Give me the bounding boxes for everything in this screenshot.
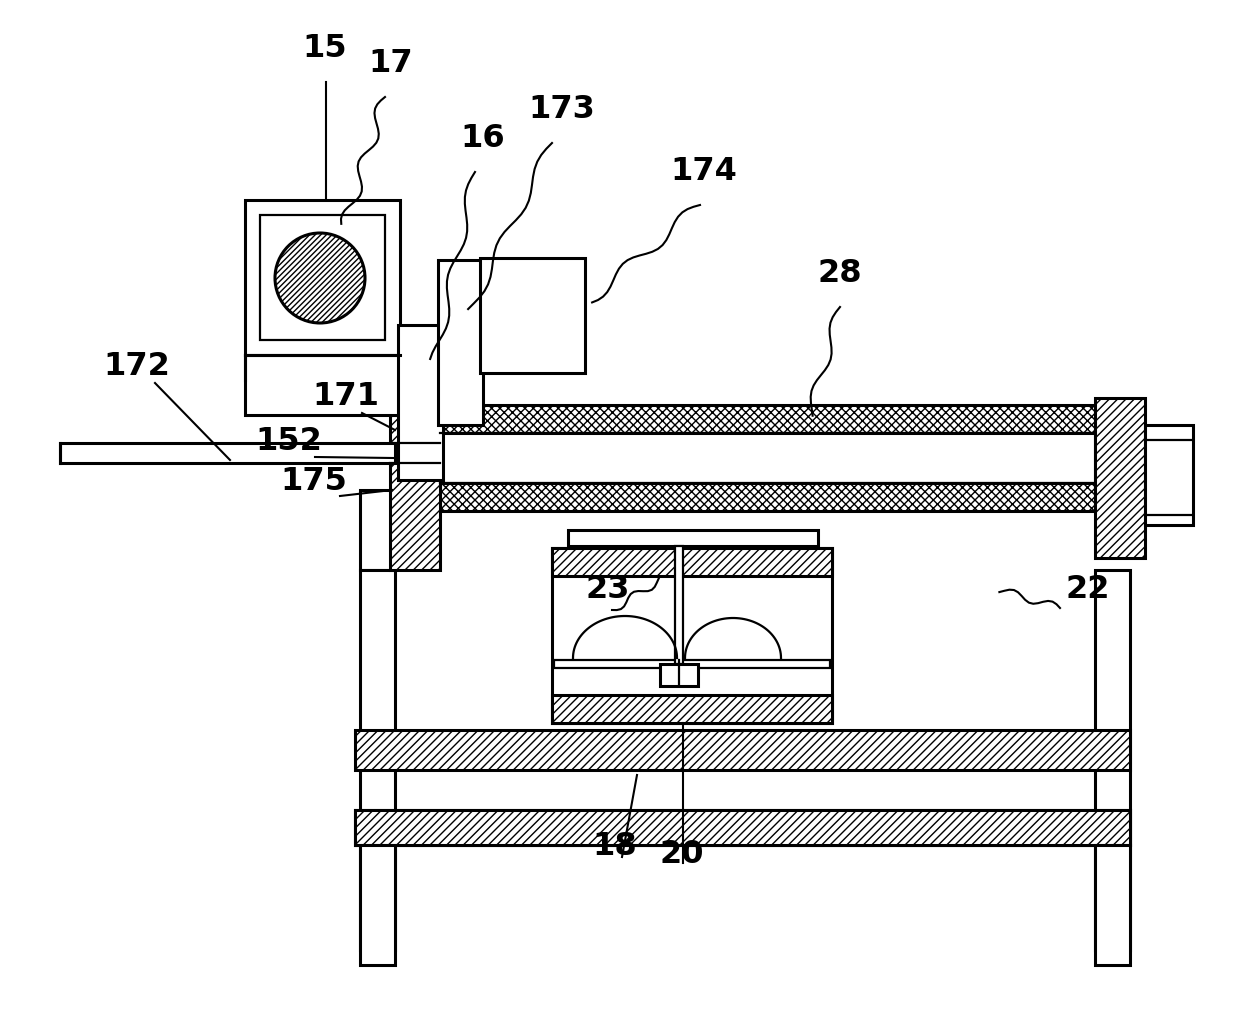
Bar: [480, 258, 585, 373]
Bar: [660, 664, 698, 686]
Text: 28: 28: [818, 258, 863, 289]
Circle shape: [275, 233, 365, 323]
Bar: [1095, 845, 1130, 965]
Bar: [552, 695, 832, 723]
Text: 173: 173: [528, 94, 595, 125]
Bar: [360, 490, 396, 570]
Bar: [438, 260, 484, 425]
Text: 17: 17: [368, 48, 413, 79]
Bar: [440, 433, 1095, 483]
Bar: [552, 548, 832, 576]
Text: 22: 22: [1065, 574, 1110, 605]
Bar: [355, 730, 1130, 770]
Bar: [246, 200, 401, 355]
Bar: [246, 355, 401, 415]
Bar: [360, 845, 396, 965]
Bar: [260, 215, 384, 340]
Bar: [398, 325, 443, 480]
Text: 171: 171: [312, 381, 379, 412]
Bar: [401, 330, 425, 475]
Bar: [1095, 398, 1145, 558]
Bar: [1145, 425, 1193, 525]
Text: 172: 172: [103, 351, 170, 382]
Text: 23: 23: [585, 574, 630, 605]
Bar: [355, 810, 1130, 845]
Text: 152: 152: [255, 426, 322, 457]
Bar: [60, 443, 396, 463]
Text: 15: 15: [303, 33, 347, 64]
Text: 18: 18: [591, 831, 637, 862]
Bar: [554, 660, 830, 668]
Bar: [360, 570, 396, 950]
Text: 20: 20: [660, 839, 704, 870]
Bar: [355, 810, 1130, 845]
Bar: [552, 548, 832, 723]
Bar: [675, 546, 683, 664]
Bar: [391, 415, 440, 570]
Bar: [440, 483, 1095, 511]
Bar: [440, 405, 1095, 433]
Text: 175: 175: [280, 466, 347, 497]
Text: 16: 16: [460, 123, 505, 154]
Bar: [1095, 570, 1130, 950]
Bar: [568, 530, 818, 546]
Text: 174: 174: [670, 156, 737, 187]
Bar: [440, 265, 460, 420]
